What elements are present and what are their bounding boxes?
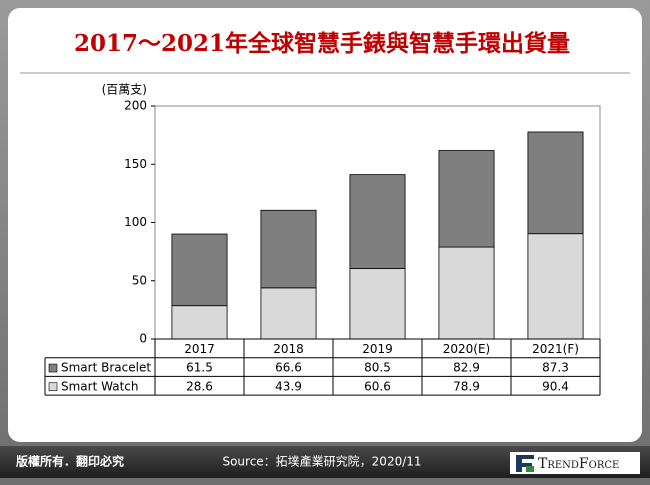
bar	[171, 233, 228, 307]
legend-swatch	[48, 363, 58, 373]
x-tick-label: 2019	[362, 342, 393, 356]
logo-text: TrendForce	[538, 456, 619, 472]
y-axis-label: (百萬支)	[102, 83, 147, 97]
y-tick-label: 150	[124, 157, 147, 171]
source: Source：拓墣產業研究院，2020/11	[222, 454, 421, 469]
y-tick-label: 0	[139, 332, 147, 346]
chart-title: 2017～2021年全球智慧手錶與智慧手環出貨量	[74, 30, 570, 57]
data-label: 43.9	[275, 379, 302, 393]
data-label: 28.6	[186, 379, 213, 393]
bar	[527, 131, 584, 235]
bar	[527, 233, 584, 340]
data-label: 82.9	[453, 361, 480, 375]
x-tick-label: 2017	[184, 342, 215, 356]
y-tick-label: 50	[132, 273, 147, 287]
bar	[260, 287, 317, 340]
x-tick-label: 2020(E)	[443, 342, 490, 356]
data-label: 60.6	[364, 379, 391, 393]
logo-icon-accent	[526, 466, 534, 472]
y-tick-label: 200	[124, 99, 147, 113]
x-tick-label: 2021(F)	[532, 342, 579, 356]
bar	[438, 246, 495, 340]
bar	[349, 174, 406, 269]
data-label: 61.5	[186, 361, 213, 375]
y-tick-label: 100	[124, 215, 147, 229]
x-tick-label: 2018	[273, 342, 304, 356]
data-label: 78.9	[453, 379, 480, 393]
legend-label: Smart Watch	[61, 379, 138, 393]
bar	[438, 150, 495, 248]
data-label: 87.3	[542, 361, 569, 375]
bar	[171, 305, 228, 340]
copyright: 版權所有．翻印必究	[16, 454, 124, 469]
data-label: 90.4	[542, 379, 569, 393]
legend-label: Smart Bracelet	[61, 361, 151, 375]
logo-icon	[516, 455, 534, 472]
data-label: 66.6	[275, 361, 302, 375]
logo-box	[510, 452, 640, 474]
bar	[260, 209, 317, 289]
bar	[349, 268, 406, 340]
legend-swatch	[48, 382, 58, 392]
chart: (百萬支) 0 50 100 150 200 2017 2018 2019 2020(E) 2021…	[44, 83, 601, 396]
data-label: 80.5	[364, 361, 391, 375]
